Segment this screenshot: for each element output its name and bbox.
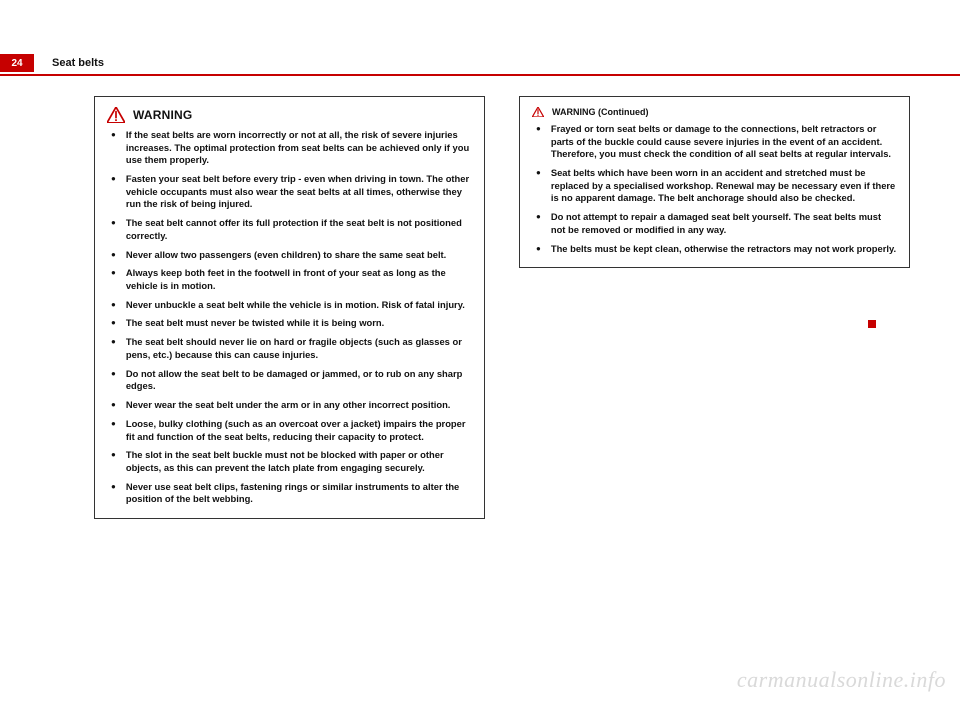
warning-item: Loose, bulky clothing (such as an overco… — [107, 418, 472, 443]
warning-item: Never wear the seat belt under the arm o… — [107, 399, 472, 412]
warning-item: Always keep both feet in the footwell in… — [107, 267, 472, 292]
warning-heading-row: WARNING — [107, 107, 472, 123]
warning-item: Never allow two passengers (even childre… — [107, 249, 472, 262]
warning-item: The slot in the seat belt buckle must no… — [107, 449, 472, 474]
header-rule — [0, 74, 960, 76]
warning-item: Never unbuckle a seat belt while the veh… — [107, 299, 472, 312]
warning-item: Frayed or torn seat belts or damage to t… — [532, 123, 897, 161]
warning-triangle-icon — [532, 107, 544, 117]
warning-item: The seat belt should never lie on hard o… — [107, 336, 472, 361]
warning-item: The seat belt must never be twisted whil… — [107, 317, 472, 330]
warning-item: If the seat belts are worn incorrectly o… — [107, 129, 472, 167]
warning-item: Do not attempt to repair a damaged seat … — [532, 211, 897, 236]
warning-cont-heading-row: WARNING (Continued) — [532, 107, 897, 117]
warning-heading: WARNING — [133, 108, 192, 122]
section-end-marker — [868, 320, 876, 328]
left-column: WARNING If the seat belts are worn incor… — [94, 96, 485, 519]
warning-triangle-icon — [107, 107, 125, 123]
warning-item: Seat belts which have been worn in an ac… — [532, 167, 897, 205]
warning-cont-heading: WARNING (Continued) — [552, 107, 648, 117]
warning-item: The belts must be kept clean, otherwise … — [532, 243, 897, 256]
warning-item: Fasten your seat belt before every trip … — [107, 173, 472, 211]
warning-box-continued: WARNING (Continued) Frayed or torn seat … — [519, 96, 910, 268]
right-column: WARNING (Continued) Frayed or torn seat … — [519, 96, 910, 519]
warning-item: The seat belt cannot offer its full prot… — [107, 217, 472, 242]
page-number-badge: 24 — [0, 54, 34, 72]
warning-item: Never use seat belt clips, fastening rin… — [107, 481, 472, 506]
watermark-text: carmanualsonline.info — [737, 667, 946, 693]
page-header: 24 Seat belts — [0, 54, 960, 72]
section-title: Seat belts — [52, 57, 104, 69]
warning-box-main: WARNING If the seat belts are worn incor… — [94, 96, 485, 519]
warning-item: Do not allow the seat belt to be damaged… — [107, 368, 472, 393]
content-columns: WARNING If the seat belts are worn incor… — [94, 96, 910, 519]
